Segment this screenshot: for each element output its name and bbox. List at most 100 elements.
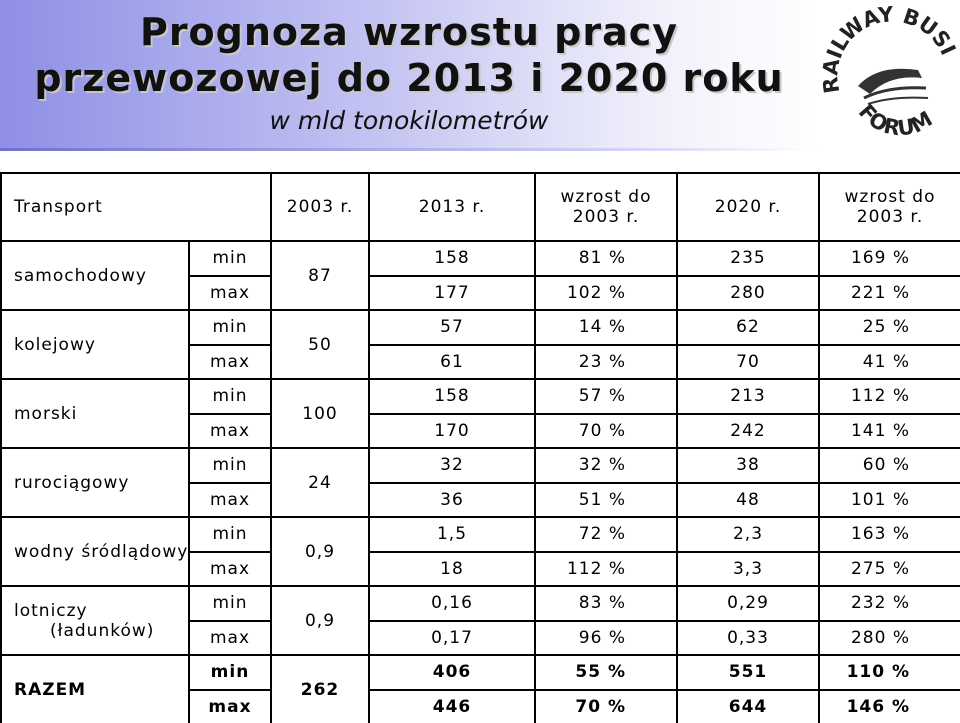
- value-2020: 0,33: [676, 619, 820, 656]
- header-growth-2013: wzrost do 2003 r.: [534, 172, 678, 242]
- growth-2020: 169 %: [818, 240, 960, 277]
- header-2003: 2003 r.: [270, 172, 370, 242]
- header-growth-2020-line1: wzrost do: [844, 187, 936, 207]
- value-2013: 1,5: [368, 516, 536, 553]
- value-2020: 3,3: [676, 550, 820, 587]
- table-row: lotniczy (ładunków) min 0,9 0,16 83 % 0,…: [0, 585, 960, 656]
- value-2020: 2,3: [676, 516, 820, 553]
- growth-2013: 70 %: [534, 412, 678, 449]
- table-row: max 170 70 % 242 141 %: [1, 412, 960, 449]
- header-growth-2013-line2: 2003 r.: [572, 207, 640, 227]
- max-label: max: [188, 550, 272, 587]
- max-label: max: [188, 481, 272, 518]
- transport-name-pipeline: rurociągowy: [0, 447, 190, 518]
- growth-2013: 81 %: [534, 240, 678, 277]
- table-row: morski min 100 158 57 % 213 112 %: [0, 378, 960, 449]
- base-2003: 262: [270, 654, 370, 723]
- transport-name-air-line1: lotniczy: [14, 600, 88, 621]
- value-2020: 70: [676, 343, 820, 380]
- table-row: rurociągowy min 24 32 32 % 38 60 %: [0, 447, 960, 518]
- base-2003: 24: [270, 447, 370, 518]
- base-2003: 50: [270, 309, 370, 380]
- value-2013: 57: [368, 309, 536, 346]
- value-2020: 62: [676, 309, 820, 346]
- title-banner: [0, 0, 818, 148]
- min-label: min: [188, 516, 272, 553]
- header-2020: 2020 r.: [676, 172, 820, 242]
- value-2013: 158: [368, 378, 536, 415]
- growth-2013: 55 %: [534, 654, 678, 691]
- growth-2013: 70 %: [534, 688, 678, 723]
- value-2020: 38: [676, 447, 820, 484]
- growth-2020: 112 %: [818, 378, 960, 415]
- value-2020: 213: [676, 378, 820, 415]
- page-subtitle: w mld tonokilometrów: [269, 106, 549, 135]
- value-2013: 0,16: [368, 585, 536, 622]
- growth-2013: 57 %: [534, 378, 678, 415]
- growth-2020: 146 %: [818, 688, 960, 723]
- value-2013: 177: [368, 274, 536, 311]
- growth-2013: 14 %: [534, 309, 678, 346]
- header-growth-2020: wzrost do 2003 r.: [818, 172, 960, 242]
- growth-2020: 221 %: [818, 274, 960, 311]
- growth-2020: 60 %: [818, 447, 960, 484]
- railway-business-forum-logo: RAILWAY BUSINESS FORUM: [818, 0, 960, 141]
- growth-2020: 41 %: [818, 343, 960, 380]
- transport-name-sea: morski: [0, 378, 190, 449]
- table-row: max 61 23 % 70 41 %: [1, 343, 960, 380]
- value-2013: 158: [368, 240, 536, 277]
- growth-2020: 280 %: [818, 619, 960, 656]
- transport-name-road: samochodowy: [0, 240, 190, 311]
- forecast-table: Transport 2003 r. 2013 r. wzrost do 2003…: [0, 172, 960, 723]
- header-transport: Transport: [0, 172, 272, 242]
- growth-2020: 101 %: [818, 481, 960, 518]
- table-header-row: Transport 2003 r. 2013 r. wzrost do 2003…: [0, 172, 960, 242]
- base-2003: 87: [270, 240, 370, 311]
- transport-name-air-line2: (ładunków): [50, 620, 155, 641]
- value-2013: 170: [368, 412, 536, 449]
- value-2013: 446: [368, 688, 536, 723]
- value-2013: 0,17: [368, 619, 536, 656]
- max-label: max: [188, 619, 272, 656]
- base-2003: 0,9: [270, 516, 370, 587]
- min-label: min: [188, 309, 272, 346]
- growth-2020: 25 %: [818, 309, 960, 346]
- table-row: kolejowy min 50 57 14 % 62 25 %: [0, 309, 960, 380]
- value-2020: 242: [676, 412, 820, 449]
- min-label: min: [188, 240, 272, 277]
- value-2020: 235: [676, 240, 820, 277]
- min-label: min: [188, 654, 272, 691]
- header-2013: 2013 r.: [368, 172, 536, 242]
- table-row: samochodowy min 87 158 81 % 235 169 %: [0, 240, 960, 311]
- value-2020: 280: [676, 274, 820, 311]
- growth-2020: 275 %: [818, 550, 960, 587]
- min-label: min: [188, 585, 272, 622]
- growth-2013: 102 %: [534, 274, 678, 311]
- table-row: max 36 51 % 48 101 %: [1, 481, 960, 518]
- table-row: max 18 112 % 3,3 275 %: [1, 550, 960, 587]
- value-2013: 61: [368, 343, 536, 380]
- growth-2013: 83 %: [534, 585, 678, 622]
- growth-2013: 32 %: [534, 447, 678, 484]
- growth-2020: 232 %: [818, 585, 960, 622]
- base-2003: 0,9: [270, 585, 370, 656]
- growth-2013: 96 %: [534, 619, 678, 656]
- value-2020: 644: [676, 688, 820, 723]
- min-label: min: [188, 447, 272, 484]
- growth-2020: 110 %: [818, 654, 960, 691]
- value-2020: 0,29: [676, 585, 820, 622]
- value-2013: 32: [368, 447, 536, 484]
- base-2003: 100: [270, 378, 370, 449]
- page-title-line-1: Prognoza wzrostu pracy: [139, 10, 679, 54]
- table-row: wodny śródlądowy min 0,9 1,5 72 % 2,3 16…: [0, 516, 960, 587]
- value-2013: 36: [368, 481, 536, 518]
- max-label: max: [188, 412, 272, 449]
- min-label: min: [188, 378, 272, 415]
- table-row: max 177 102 % 280 221 %: [1, 274, 960, 311]
- value-2020: 48: [676, 481, 820, 518]
- value-2013: 18: [368, 550, 536, 587]
- value-2013: 406: [368, 654, 536, 691]
- growth-2013: 112 %: [534, 550, 678, 587]
- max-label: max: [188, 688, 272, 723]
- max-label: max: [188, 274, 272, 311]
